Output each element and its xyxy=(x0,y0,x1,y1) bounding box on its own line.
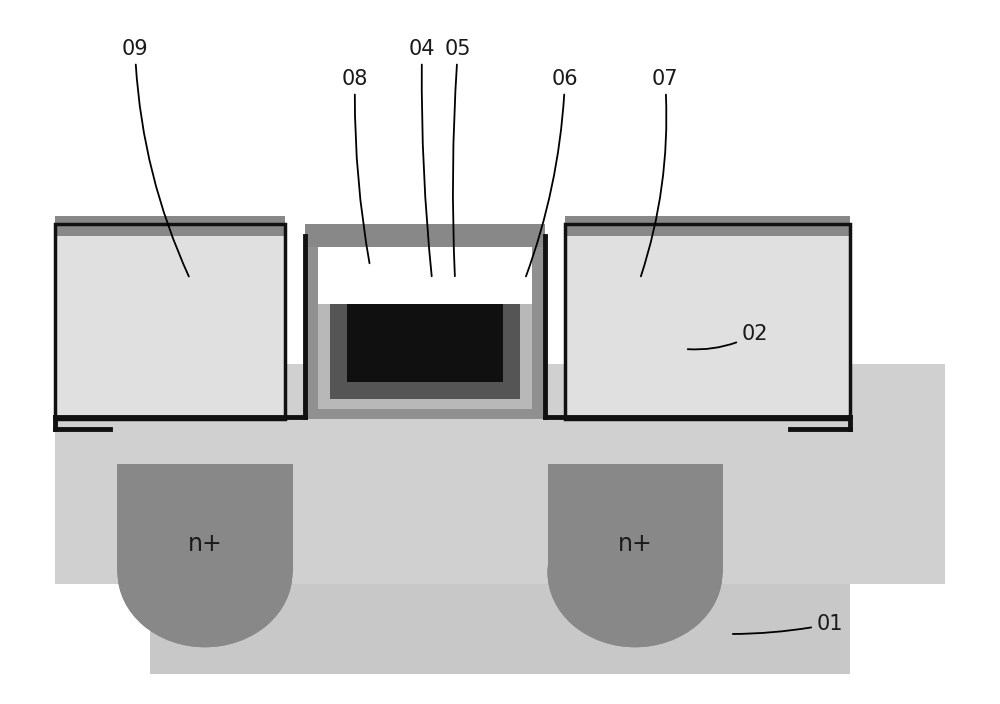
Bar xyxy=(150,584,850,674)
Ellipse shape xyxy=(548,498,722,647)
Bar xyxy=(55,224,285,419)
Bar xyxy=(548,469,722,572)
Bar xyxy=(565,224,850,419)
Bar xyxy=(305,224,545,419)
Bar xyxy=(548,464,722,572)
Ellipse shape xyxy=(548,498,722,647)
Bar xyxy=(55,484,945,584)
Bar xyxy=(118,469,292,572)
Text: n+: n+ xyxy=(618,532,652,556)
Bar xyxy=(548,464,722,572)
Bar xyxy=(347,297,503,382)
Bar xyxy=(305,224,545,247)
Bar xyxy=(318,247,532,304)
Bar xyxy=(565,224,850,419)
Bar xyxy=(548,469,722,572)
Ellipse shape xyxy=(117,498,292,647)
Text: 09: 09 xyxy=(122,39,189,277)
Text: 08: 08 xyxy=(342,69,370,263)
Bar xyxy=(118,464,292,572)
Bar xyxy=(55,224,285,419)
Bar xyxy=(318,237,532,409)
Text: 05: 05 xyxy=(445,39,471,276)
Bar xyxy=(118,469,292,572)
Text: 06: 06 xyxy=(526,69,578,277)
Text: 02: 02 xyxy=(688,324,768,349)
Bar xyxy=(55,216,285,236)
Bar xyxy=(55,364,945,484)
Bar xyxy=(118,464,292,572)
Bar xyxy=(565,216,850,236)
Bar xyxy=(55,364,945,584)
Text: n+: n+ xyxy=(188,532,222,556)
Text: 07: 07 xyxy=(641,69,678,277)
Bar xyxy=(330,244,520,399)
Ellipse shape xyxy=(117,498,292,647)
Text: 01: 01 xyxy=(733,614,843,634)
Text: 04: 04 xyxy=(409,39,435,276)
